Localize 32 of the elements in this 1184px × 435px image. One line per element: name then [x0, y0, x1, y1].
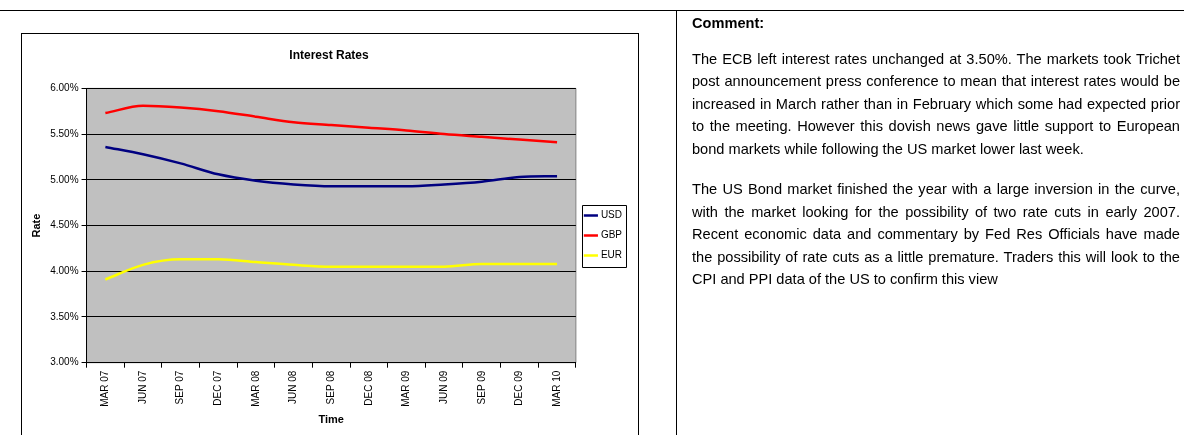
- x-tick-label: JUN 08: [287, 370, 299, 405]
- x-tick-label: MAR 09: [400, 370, 412, 407]
- x-tick-label: DEC 07: [212, 370, 224, 406]
- chart-title: Interest Rates: [289, 47, 369, 62]
- y-tick-label: 5.50%: [50, 127, 79, 139]
- x-tick-label: JUN 09: [437, 370, 449, 405]
- legend-label: USD: [600, 209, 623, 221]
- text: Comment:: [692, 14, 766, 33]
- y-tick-label: 5.00%: [50, 173, 79, 185]
- x-tick-label: SEP 09: [475, 370, 487, 405]
- x-tick-label: MAR 08: [249, 370, 261, 407]
- y-tick-label: 3.50%: [50, 310, 79, 322]
- x-tick-label: DEC 09: [513, 370, 525, 406]
- x-tick-label: MAR 10: [550, 370, 562, 407]
- legend-label: GBP: [600, 229, 623, 241]
- text: The US Bond market finished the year with a large inversion in the curve, with the market looking for the possibility of two rate cuts in early 2007. Recent economic data and commentary by Fed Res Officials have made the possibility of rate cuts as a little premature. Traders this will look to the CPI and PPI data of the US to confirm this view: [692, 180, 1180, 289]
- x-tick-label: JUN 07: [136, 370, 148, 405]
- x-tick-label: MAR 07: [99, 370, 111, 407]
- x-tick-label: SEP 08: [324, 370, 336, 405]
- y-tick-label: 6.00%: [50, 82, 79, 94]
- y-tick-label: 4.50%: [50, 219, 79, 231]
- x-tick-label: SEP 07: [174, 370, 186, 405]
- line-series: [104, 258, 559, 281]
- text: The ECB left interest rates unchanged at 3.50%. The markets took Trichet post announcement press conference to mean that interest rates would be increased in March rather than in February which some had expected prior to the meeting. However this dovish news gave little support to European bond markets while following the US market lower last week.: [692, 49, 1180, 159]
- y-axis-title: Rate: [29, 213, 42, 238]
- legend-label: EUR: [600, 249, 623, 261]
- y-tick-label: 4.00%: [50, 265, 79, 276]
- y-tick-label: 3.00%: [50, 356, 79, 368]
- line-series: [104, 145, 559, 188]
- x-tick-label: DEC 08: [362, 370, 374, 406]
- x-axis-title: Time: [318, 413, 344, 426]
- line-series: [104, 104, 559, 144]
